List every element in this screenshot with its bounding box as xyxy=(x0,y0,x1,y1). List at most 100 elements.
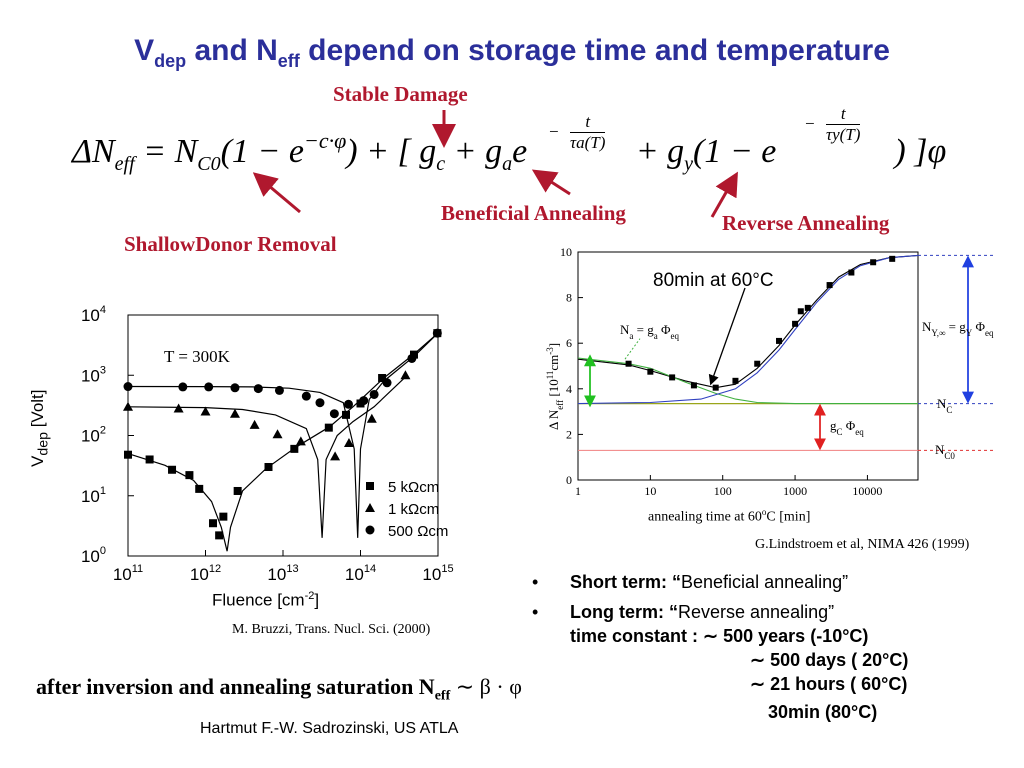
left-point-circle xyxy=(123,382,133,392)
left-point-square xyxy=(233,486,242,495)
stable-damage-label: Stable Damage xyxy=(333,82,468,106)
right-data-point xyxy=(712,384,719,391)
right-x-tick-label: 100 xyxy=(714,484,732,498)
left-point-triangle xyxy=(200,406,211,416)
right-y-tick-label: 0 xyxy=(566,473,572,487)
right-chart: 1 10 100 1000 10000 0 2 4 6 8 10 80min at 60°C Na = … xyxy=(545,245,994,498)
left-point-circle xyxy=(204,382,214,392)
right-data-point xyxy=(647,368,654,375)
right-chart-ylabel: Δ Neff [1011cm-3] xyxy=(545,343,565,430)
left-point-square xyxy=(342,410,351,419)
left-point-triangle xyxy=(400,370,411,380)
footer-author: Hartmut F.-W. Sadrozinski, US ATLA xyxy=(200,720,459,737)
left-point-circle xyxy=(343,399,353,409)
right-data-point xyxy=(690,382,697,389)
right-data-point xyxy=(848,269,855,276)
left-point-circle xyxy=(382,378,392,388)
legend-entry: 500 Ωcm xyxy=(388,523,448,540)
page-title: Vdep and Neff depend on storage time and… xyxy=(134,34,890,71)
time-constant-minutes: 30min (80°C) xyxy=(768,702,878,722)
left-point-square xyxy=(185,471,194,480)
left-x-tick-label: 1015 xyxy=(422,563,453,584)
left-x-tick-label: 1013 xyxy=(267,563,298,584)
annotation-arrow xyxy=(708,287,746,386)
right-y-tick-label: 4 xyxy=(566,382,572,396)
bullet-long-term: • Long term: “Reverse annealing” xyxy=(532,602,835,622)
left-point-triangle xyxy=(229,408,240,418)
left-point-square xyxy=(168,465,177,474)
right-y-tick-label: 2 xyxy=(566,427,572,441)
annotation-80min: 80min at 60°C xyxy=(653,270,774,291)
left-point-triangle xyxy=(249,419,260,429)
left-chart-xlabel: Fluence [cm-2] xyxy=(212,590,320,610)
right-x-tick-label: 1000 xyxy=(783,484,807,498)
legend-entry: 5 kΩcm xyxy=(388,479,439,496)
left-point-square xyxy=(324,423,333,432)
left-point-circle xyxy=(315,398,325,408)
right-data-point xyxy=(804,304,811,311)
shallow-donor-removal-label: ShallowDonor Removal xyxy=(124,232,337,256)
right-curve-fit xyxy=(577,254,919,389)
left-point-triangle xyxy=(366,413,377,423)
left-point-circle xyxy=(230,383,240,393)
right-plot-frame xyxy=(577,251,919,481)
left-point-square xyxy=(209,519,218,528)
left-point-square xyxy=(195,484,204,493)
left-point-square xyxy=(378,374,387,383)
left-point-square xyxy=(124,450,132,459)
left-point-triangle xyxy=(295,436,306,446)
left-y-tick-label: 100 xyxy=(81,545,106,566)
right-data-point xyxy=(669,374,676,381)
right-data-point xyxy=(826,282,833,289)
left-point-triangle xyxy=(173,403,184,413)
left-point-square xyxy=(290,444,299,453)
time-constant-days: ∼ 500 days ( 20°C) xyxy=(750,650,909,670)
right-chart-xlabel: annealing time at 60oC [min] xyxy=(648,507,811,525)
left-x-tick-label: 1012 xyxy=(190,563,221,584)
right-curve-na-decay xyxy=(577,357,918,405)
left-point-triangle xyxy=(330,451,341,461)
legend-marker-circle xyxy=(365,525,375,535)
right-x-tick-label: 10 xyxy=(644,484,656,498)
left-x-tick-label: 1014 xyxy=(345,563,376,584)
left-point-circle xyxy=(407,353,417,363)
left-point-triangle xyxy=(123,401,133,411)
right-data-point xyxy=(792,320,799,327)
right-y-tick-label: 6 xyxy=(566,336,572,350)
saturation-statement: after inversion and annealing saturation… xyxy=(36,674,522,704)
left-y-tick-label: 104 xyxy=(81,304,106,325)
right-chart-citation: G.Lindstroem et al, NIMA 426 (1999) xyxy=(755,537,970,552)
ny-label: NY,∞ = gY Φeq xyxy=(922,319,994,338)
right-y-tick-label: 10 xyxy=(560,245,572,259)
na-label: Na = ga Φeq xyxy=(620,322,679,341)
left-point-triangle xyxy=(272,429,283,439)
left-point-circle xyxy=(432,328,442,338)
right-curve-ny-rise xyxy=(577,254,919,405)
left-fit-curve-2 xyxy=(127,374,408,538)
bullet-list: • Short term: “Beneficial annealing” • Lon… xyxy=(530,570,908,724)
left-y-tick-label: 103 xyxy=(81,364,106,385)
right-data-point xyxy=(776,337,783,344)
left-point-circle xyxy=(301,391,311,401)
legend-marker-square xyxy=(366,482,374,490)
left-point-square xyxy=(264,463,273,472)
temperature-label: T = 300K xyxy=(164,347,231,366)
left-chart: 1011 1012 1013 1014 1015 100 101 102 103 104 T = 3… xyxy=(81,304,454,584)
right-data-point xyxy=(870,259,877,266)
left-point-circle xyxy=(369,389,379,399)
right-data-point xyxy=(889,255,896,262)
gc-label: gC Φeq xyxy=(830,418,864,437)
left-point-circle xyxy=(329,409,339,419)
beneficial-annealing-label: Beneficial Annealing xyxy=(441,201,626,225)
right-data-point xyxy=(797,308,804,315)
left-point-circle xyxy=(253,384,263,394)
neff-formula: ΔNeff = NC0(1 − e−c·φ) + [ gc + gae + gy… xyxy=(72,128,947,175)
right-x-tick-label: 10000 xyxy=(852,484,882,498)
na-label-leader xyxy=(624,338,641,360)
tau-a-fraction: − t τa(T) xyxy=(548,112,606,152)
right-data-point xyxy=(754,360,761,367)
left-point-square xyxy=(219,512,228,521)
legend-entry: 1 kΩcm xyxy=(388,501,439,518)
left-point-square xyxy=(215,531,224,540)
